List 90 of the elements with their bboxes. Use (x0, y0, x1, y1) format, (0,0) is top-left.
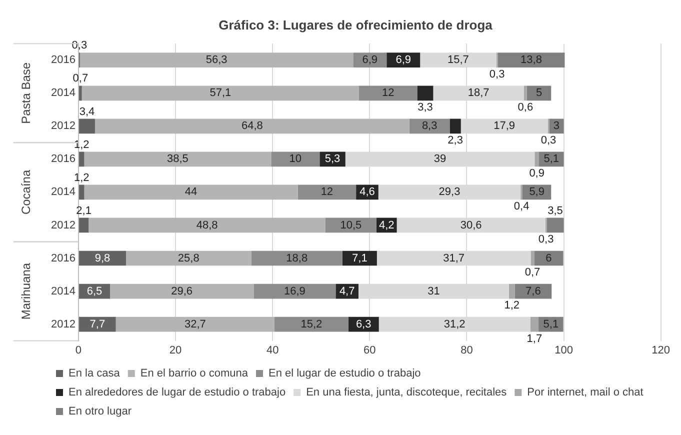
data-label: 31,7 (443, 252, 465, 264)
data-label: 16,9 (284, 285, 306, 298)
data-label: 31,2 (444, 318, 466, 330)
legend-label: En alrededores de lugar de estudio o trabajo (68, 386, 286, 399)
x-tick-label: 40 (266, 344, 279, 356)
data-label: 57,1 (210, 87, 232, 100)
data-label: 0,7 (72, 72, 88, 85)
x-tick-label: 80 (460, 344, 473, 356)
data-label: 64,8 (241, 120, 263, 132)
data-label: 3,5 (548, 204, 563, 217)
data-label: 12 (382, 87, 394, 100)
y-tick-label: 2016 (50, 252, 76, 264)
data-label: 7,1 (352, 252, 368, 264)
data-label: 2,3 (448, 134, 463, 147)
text: Pasta Base (18, 62, 33, 124)
data-label: 25,8 (178, 252, 200, 264)
y-tick-label: 2014 (50, 186, 76, 198)
data-label: 18,7 (468, 87, 490, 100)
data-label: 48,8 (196, 219, 218, 232)
data-label: 32,7 (184, 318, 206, 330)
data-label: 1,2 (74, 138, 90, 151)
data-label: 0,3 (72, 40, 88, 52)
data-label: 1,2 (504, 300, 520, 312)
y-tick-label: 2016 (50, 54, 76, 66)
data-label: 9,8 (94, 252, 110, 264)
text: Cocaína (18, 170, 33, 215)
data-label: 38,5 (167, 153, 188, 166)
y-tick-label: 2012 (50, 318, 76, 330)
data-label: 1,7 (526, 332, 542, 345)
data-label: 29,6 (171, 285, 193, 298)
data-label: 0,4 (514, 200, 530, 213)
data-label: 15,2 (300, 318, 322, 330)
data-label: 12 (320, 186, 334, 198)
data-label: 1,2 (74, 172, 90, 184)
data-label: 44 (184, 186, 198, 198)
legend-label: En una fiesta, junta, discoteque, recitales (306, 386, 508, 399)
data-label: 5,1 (544, 153, 560, 166)
x-tick-label: 100 (554, 344, 573, 356)
data-label: 0,6 (518, 102, 534, 114)
data-label: 4,6 (360, 186, 375, 198)
data-label: 5,9 (529, 186, 544, 198)
data-label: 3,4 (79, 106, 95, 118)
data-label: 29,3 (438, 186, 460, 198)
data-label: 2,1 (76, 204, 92, 217)
data-label: 39 (434, 153, 446, 166)
x-tick-label: 0 (75, 344, 82, 356)
y-tick-label: 2016 (50, 153, 76, 166)
data-label: 0,3 (540, 134, 556, 147)
data-label: 8,3 (422, 120, 438, 132)
data-label: 10 (289, 153, 302, 166)
data-label: 4,7 (339, 285, 355, 298)
y-tick-label: 2014 (50, 285, 76, 298)
data-label: 6,9 (396, 54, 412, 66)
data-label: 0,3 (538, 234, 554, 246)
data-label: 13,8 (520, 54, 542, 66)
data-label: 0,3 (489, 68, 505, 81)
data-label: 6 (546, 252, 552, 264)
data-label: 15,7 (448, 54, 469, 66)
data-label: 30,6 (460, 219, 482, 232)
data-label: 4,2 (378, 219, 394, 232)
data-label: 56,3 (206, 54, 228, 66)
y-tick-label: 2012 (50, 219, 76, 232)
data-label: 31 (428, 285, 440, 298)
legend-label: En la casa (68, 368, 121, 380)
legend-label: En el lugar de estudio o trabajo (268, 368, 421, 380)
text: Marihuana (18, 262, 33, 320)
y-tick-label: 2012 (50, 120, 76, 132)
data-label: 5,3 (324, 153, 340, 166)
x-tick-label: 120 (652, 344, 670, 356)
data-label: 6,9 (362, 54, 378, 66)
data-label: 17,9 (494, 120, 516, 132)
data-label: 0,9 (529, 168, 544, 180)
data-label: 0,7 (524, 266, 540, 279)
data-label: 3 (553, 120, 560, 132)
data-label: 18,8 (286, 252, 308, 264)
x-tick-label: 60 (364, 344, 376, 356)
data-label: 6,5 (86, 285, 102, 298)
legend-label: En el barrio o comuna (140, 368, 249, 380)
data-label: 7,6 (526, 285, 541, 298)
chart-title: Gráfico 3: Lugares de ofrecimiento de droga (218, 17, 494, 32)
data-label: 10,5 (340, 219, 362, 232)
data-label: 3,3 (418, 102, 433, 114)
data-label: 5,1 (543, 318, 559, 330)
data-label: 6,3 (356, 318, 372, 330)
y-tick-label: 2014 (50, 87, 76, 100)
data-label: 5 (536, 87, 542, 100)
legend-label: En otro lugar (68, 406, 132, 418)
legend-label: Por internet, mail o chat (527, 386, 644, 399)
data-label: 7,7 (90, 318, 106, 330)
x-tick-label: 20 (169, 344, 182, 356)
